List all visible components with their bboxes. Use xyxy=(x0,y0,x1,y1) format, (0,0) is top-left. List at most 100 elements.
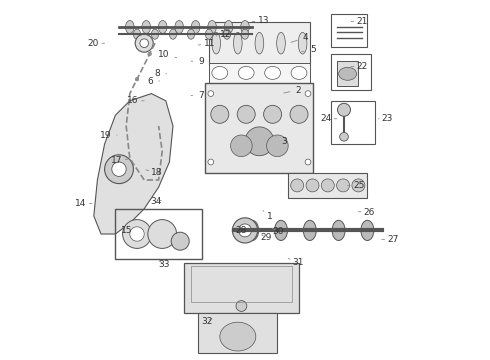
Ellipse shape xyxy=(208,21,217,33)
Circle shape xyxy=(140,39,148,48)
Text: 22: 22 xyxy=(351,62,368,71)
Text: 27: 27 xyxy=(382,235,398,244)
Circle shape xyxy=(159,164,162,167)
Polygon shape xyxy=(94,94,173,234)
Text: 6: 6 xyxy=(147,77,159,86)
Ellipse shape xyxy=(125,21,134,33)
Circle shape xyxy=(135,167,139,171)
Ellipse shape xyxy=(277,32,285,54)
Text: 30: 30 xyxy=(272,227,284,236)
Ellipse shape xyxy=(223,29,231,39)
Ellipse shape xyxy=(133,29,141,39)
Bar xyxy=(198,313,277,353)
Circle shape xyxy=(135,77,139,81)
Ellipse shape xyxy=(212,32,220,54)
Ellipse shape xyxy=(242,29,248,39)
Text: 10: 10 xyxy=(158,50,176,59)
Text: 5: 5 xyxy=(302,45,316,54)
Text: 32: 32 xyxy=(201,317,213,326)
Ellipse shape xyxy=(332,220,345,240)
Bar xyxy=(288,173,368,198)
Circle shape xyxy=(291,179,304,192)
Ellipse shape xyxy=(238,66,254,80)
Bar xyxy=(184,263,299,313)
Text: 31: 31 xyxy=(288,258,304,266)
Ellipse shape xyxy=(298,32,307,54)
Ellipse shape xyxy=(231,135,252,157)
Circle shape xyxy=(338,103,350,116)
Ellipse shape xyxy=(170,29,176,39)
Text: 20: 20 xyxy=(88,40,104,49)
Circle shape xyxy=(148,52,151,56)
Circle shape xyxy=(237,105,255,123)
Text: 23: 23 xyxy=(378,114,393,123)
Circle shape xyxy=(321,179,334,192)
Circle shape xyxy=(236,301,247,311)
Ellipse shape xyxy=(361,220,374,240)
Text: 33: 33 xyxy=(159,260,170,269)
Text: 9: 9 xyxy=(191,57,204,66)
Circle shape xyxy=(337,179,349,192)
Text: 11: 11 xyxy=(198,40,215,49)
Text: 29: 29 xyxy=(260,233,271,242)
Circle shape xyxy=(305,159,311,165)
Text: 7: 7 xyxy=(191,91,204,100)
Ellipse shape xyxy=(158,21,167,33)
Ellipse shape xyxy=(303,220,316,240)
Ellipse shape xyxy=(274,220,288,240)
Circle shape xyxy=(112,162,126,176)
Ellipse shape xyxy=(224,21,233,33)
Text: 34: 34 xyxy=(150,197,162,206)
Text: 2: 2 xyxy=(284,86,301,95)
Bar xyxy=(331,14,368,47)
Circle shape xyxy=(159,137,162,140)
Bar xyxy=(191,266,292,302)
Text: 17: 17 xyxy=(111,156,128,165)
Text: 15: 15 xyxy=(121,226,132,235)
Text: 14: 14 xyxy=(75,199,92,208)
Bar xyxy=(209,22,310,65)
Circle shape xyxy=(290,105,308,123)
Text: 18: 18 xyxy=(146,168,163,177)
Bar xyxy=(337,61,358,86)
Bar xyxy=(205,83,314,173)
Circle shape xyxy=(211,105,229,123)
Ellipse shape xyxy=(191,21,200,33)
Text: 8: 8 xyxy=(155,69,167,78)
Ellipse shape xyxy=(205,29,213,39)
Ellipse shape xyxy=(187,29,195,39)
Circle shape xyxy=(208,91,214,96)
Circle shape xyxy=(340,132,348,141)
Circle shape xyxy=(208,159,214,165)
Circle shape xyxy=(232,218,258,243)
Text: 26: 26 xyxy=(358,208,375,217)
Circle shape xyxy=(352,179,365,192)
Circle shape xyxy=(126,108,130,112)
Text: 13: 13 xyxy=(252,17,269,26)
Circle shape xyxy=(149,178,153,182)
Ellipse shape xyxy=(255,32,264,54)
Ellipse shape xyxy=(148,220,176,248)
Ellipse shape xyxy=(339,67,357,80)
Bar xyxy=(331,54,371,90)
Ellipse shape xyxy=(212,66,228,80)
Bar xyxy=(209,63,310,83)
Text: 24: 24 xyxy=(320,114,337,123)
Circle shape xyxy=(126,140,130,144)
Circle shape xyxy=(264,105,282,123)
Ellipse shape xyxy=(291,66,307,80)
Text: 1: 1 xyxy=(263,211,272,220)
Text: 25: 25 xyxy=(347,181,365,190)
Circle shape xyxy=(171,232,189,250)
Circle shape xyxy=(135,34,153,52)
Text: 3: 3 xyxy=(274,135,287,146)
Ellipse shape xyxy=(233,32,242,54)
Circle shape xyxy=(104,155,133,184)
Ellipse shape xyxy=(245,220,259,240)
Circle shape xyxy=(306,179,319,192)
Ellipse shape xyxy=(241,21,249,33)
Ellipse shape xyxy=(265,66,280,80)
Ellipse shape xyxy=(267,135,288,157)
Text: 12: 12 xyxy=(216,30,231,39)
Text: 21: 21 xyxy=(351,17,368,26)
